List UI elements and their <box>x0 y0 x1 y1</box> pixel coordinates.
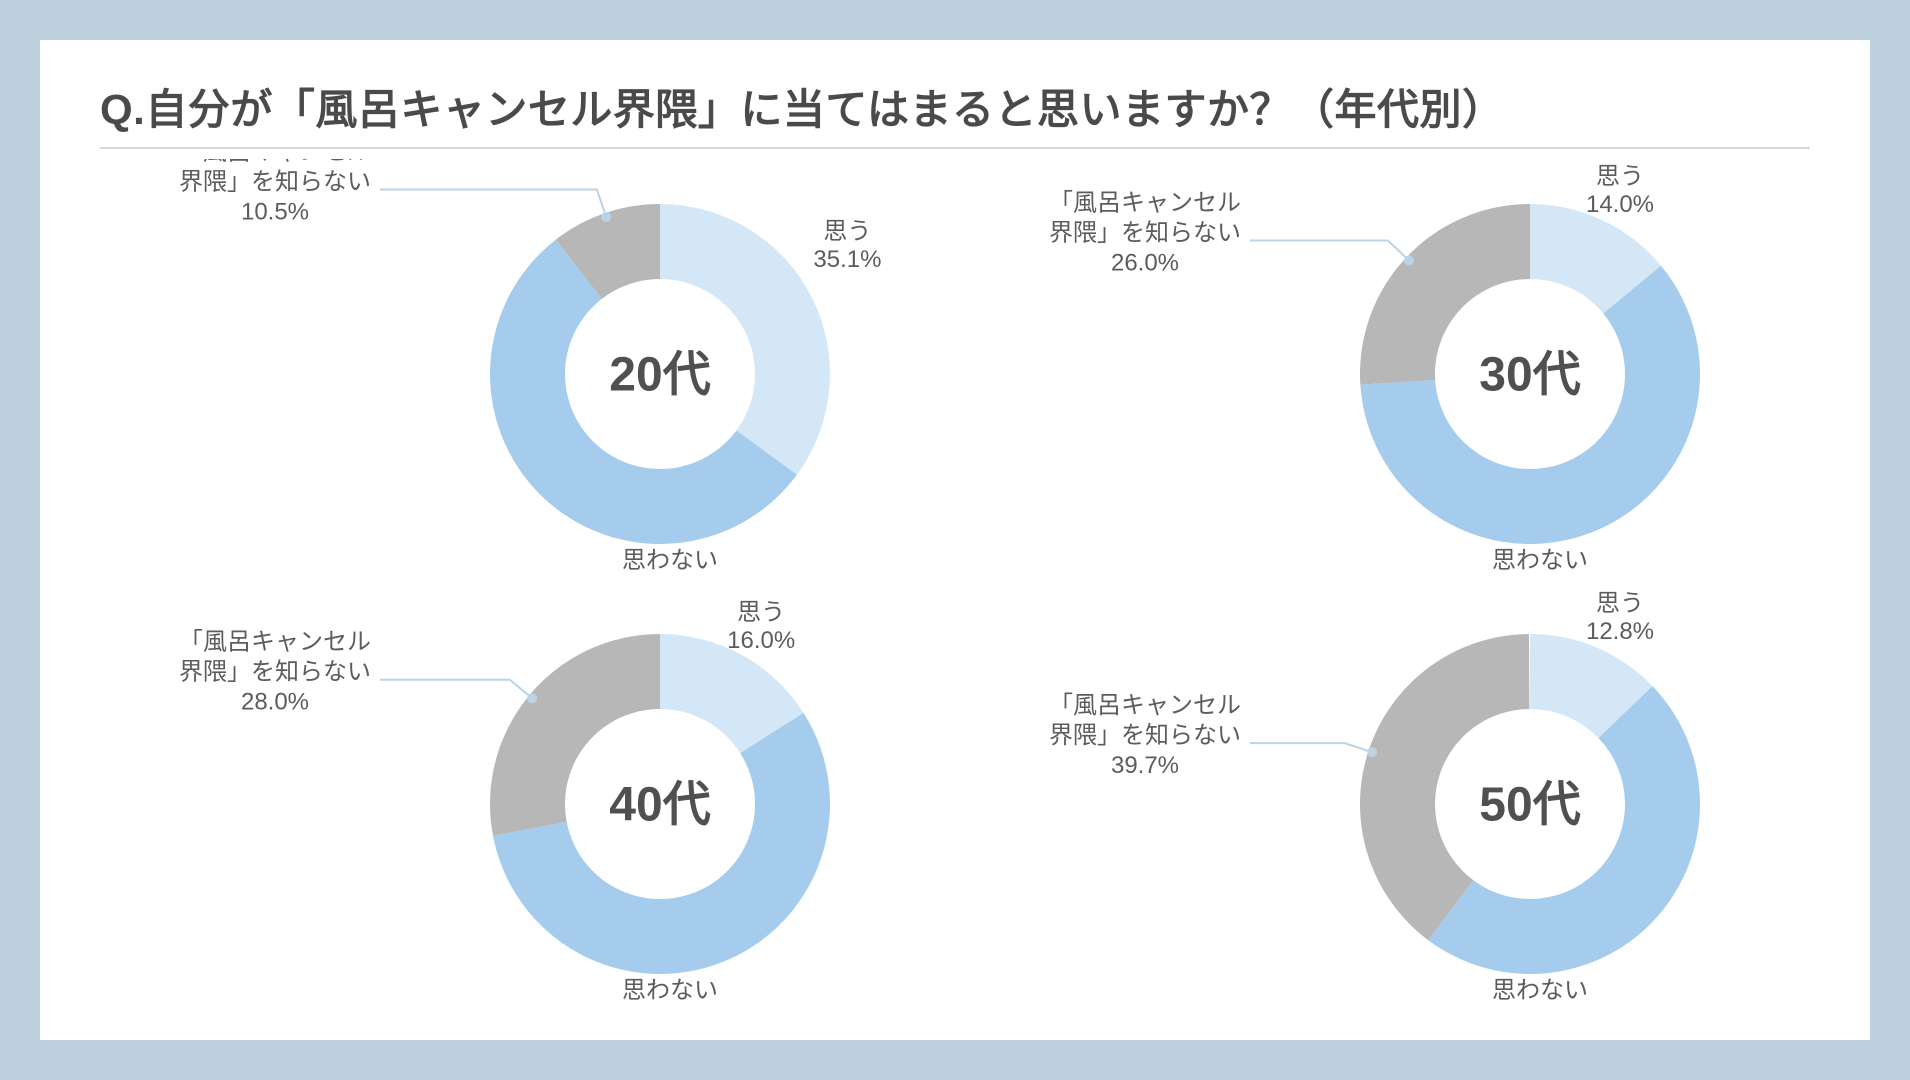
center-label: 20代 <box>609 349 710 402</box>
label-dont-know-2: 界隈」を知らない <box>179 169 371 196</box>
label-think: 思う <box>1596 163 1644 190</box>
chart-panel: Q.自分が「風呂キャンセル界隈」に当てはまると思いますか？（年代別） 20代思う… <box>40 40 1870 1040</box>
center-label: 30代 <box>1479 349 1580 402</box>
label-not-think: 思わない <box>622 547 718 574</box>
donut-chart-c20: 20代 思う35.1% 思わない54.4% 「風呂キャンセル界隈」を知らない 10.5% <box>100 159 970 579</box>
slice-think <box>660 204 830 475</box>
leader-dot-dont-know <box>1367 747 1377 757</box>
pct-not-think: 54.4% <box>636 575 704 579</box>
pct-dont-know: 10.5% <box>241 199 309 226</box>
label-dont-know-1: 「風呂キャンセル <box>179 159 371 166</box>
pct-not-think: 56.0% <box>636 1005 704 1009</box>
label-dont-know-2: 界隈」を知らない <box>179 659 371 686</box>
leader-line-dont-know <box>1250 241 1409 261</box>
pct-dont-know: 26.0% <box>1111 250 1179 277</box>
pct-not-think: 60.0% <box>1506 575 1574 579</box>
pct-not-think: 47.4% <box>1506 1005 1574 1009</box>
label-dont-know-1: 「風呂キャンセル <box>1049 692 1241 719</box>
leader-dot-dont-know <box>601 212 611 222</box>
label-dont-know-1: 「風呂キャンセル <box>179 629 371 656</box>
donut-chart-c40: 40代 思う16.0% 思わない56.0% 「風呂キャンセル界隈」を知らない 28.0% <box>100 589 970 1009</box>
leader-line-dont-know <box>1250 743 1372 752</box>
pct-dont-know: 28.0% <box>241 689 309 716</box>
pct-dont-know: 39.7% <box>1111 752 1179 779</box>
chart-grid: 20代思う35.1%思わない54.4%「風呂キャンセル界隈」を知らない10.5%… <box>100 149 1810 1019</box>
pct-think: 12.8% <box>1586 618 1654 645</box>
pct-think: 16.0% <box>727 627 795 654</box>
label-not-think: 思わない <box>622 977 718 1004</box>
label-dont-know-2: 界隈」を知らない <box>1049 220 1241 247</box>
leader-line-dont-know <box>380 190 606 217</box>
label-think: 思う <box>1596 590 1644 617</box>
label-think: 思う <box>737 599 785 626</box>
center-label: 40代 <box>609 779 710 832</box>
label-dont-know-2: 界隈」を知らない <box>1049 722 1241 749</box>
page-title: Q.自分が「風呂キャンセル界隈」に当てはまると思いますか？（年代別） <box>100 76 1810 149</box>
pct-think: 35.1% <box>813 246 881 273</box>
label-not-think: 思わない <box>1492 977 1588 1004</box>
label-dont-know-1: 「風呂キャンセル <box>1049 190 1241 217</box>
donut-chart-c30: 30代 思う14.0% 思わない60.0% 「風呂キャンセル界隈」を知らない 26.0% <box>970 159 1840 579</box>
leader-line-dont-know <box>380 680 532 698</box>
donut-chart-c50: 50代 思う12.8% 思わない47.4% 「風呂キャンセル界隈」を知らない 39.7% <box>970 589 1840 1009</box>
label-think: 思う <box>823 218 871 245</box>
label-not-think: 思わない <box>1492 547 1588 574</box>
pct-think: 14.0% <box>1586 191 1654 218</box>
center-label: 50代 <box>1479 779 1580 832</box>
